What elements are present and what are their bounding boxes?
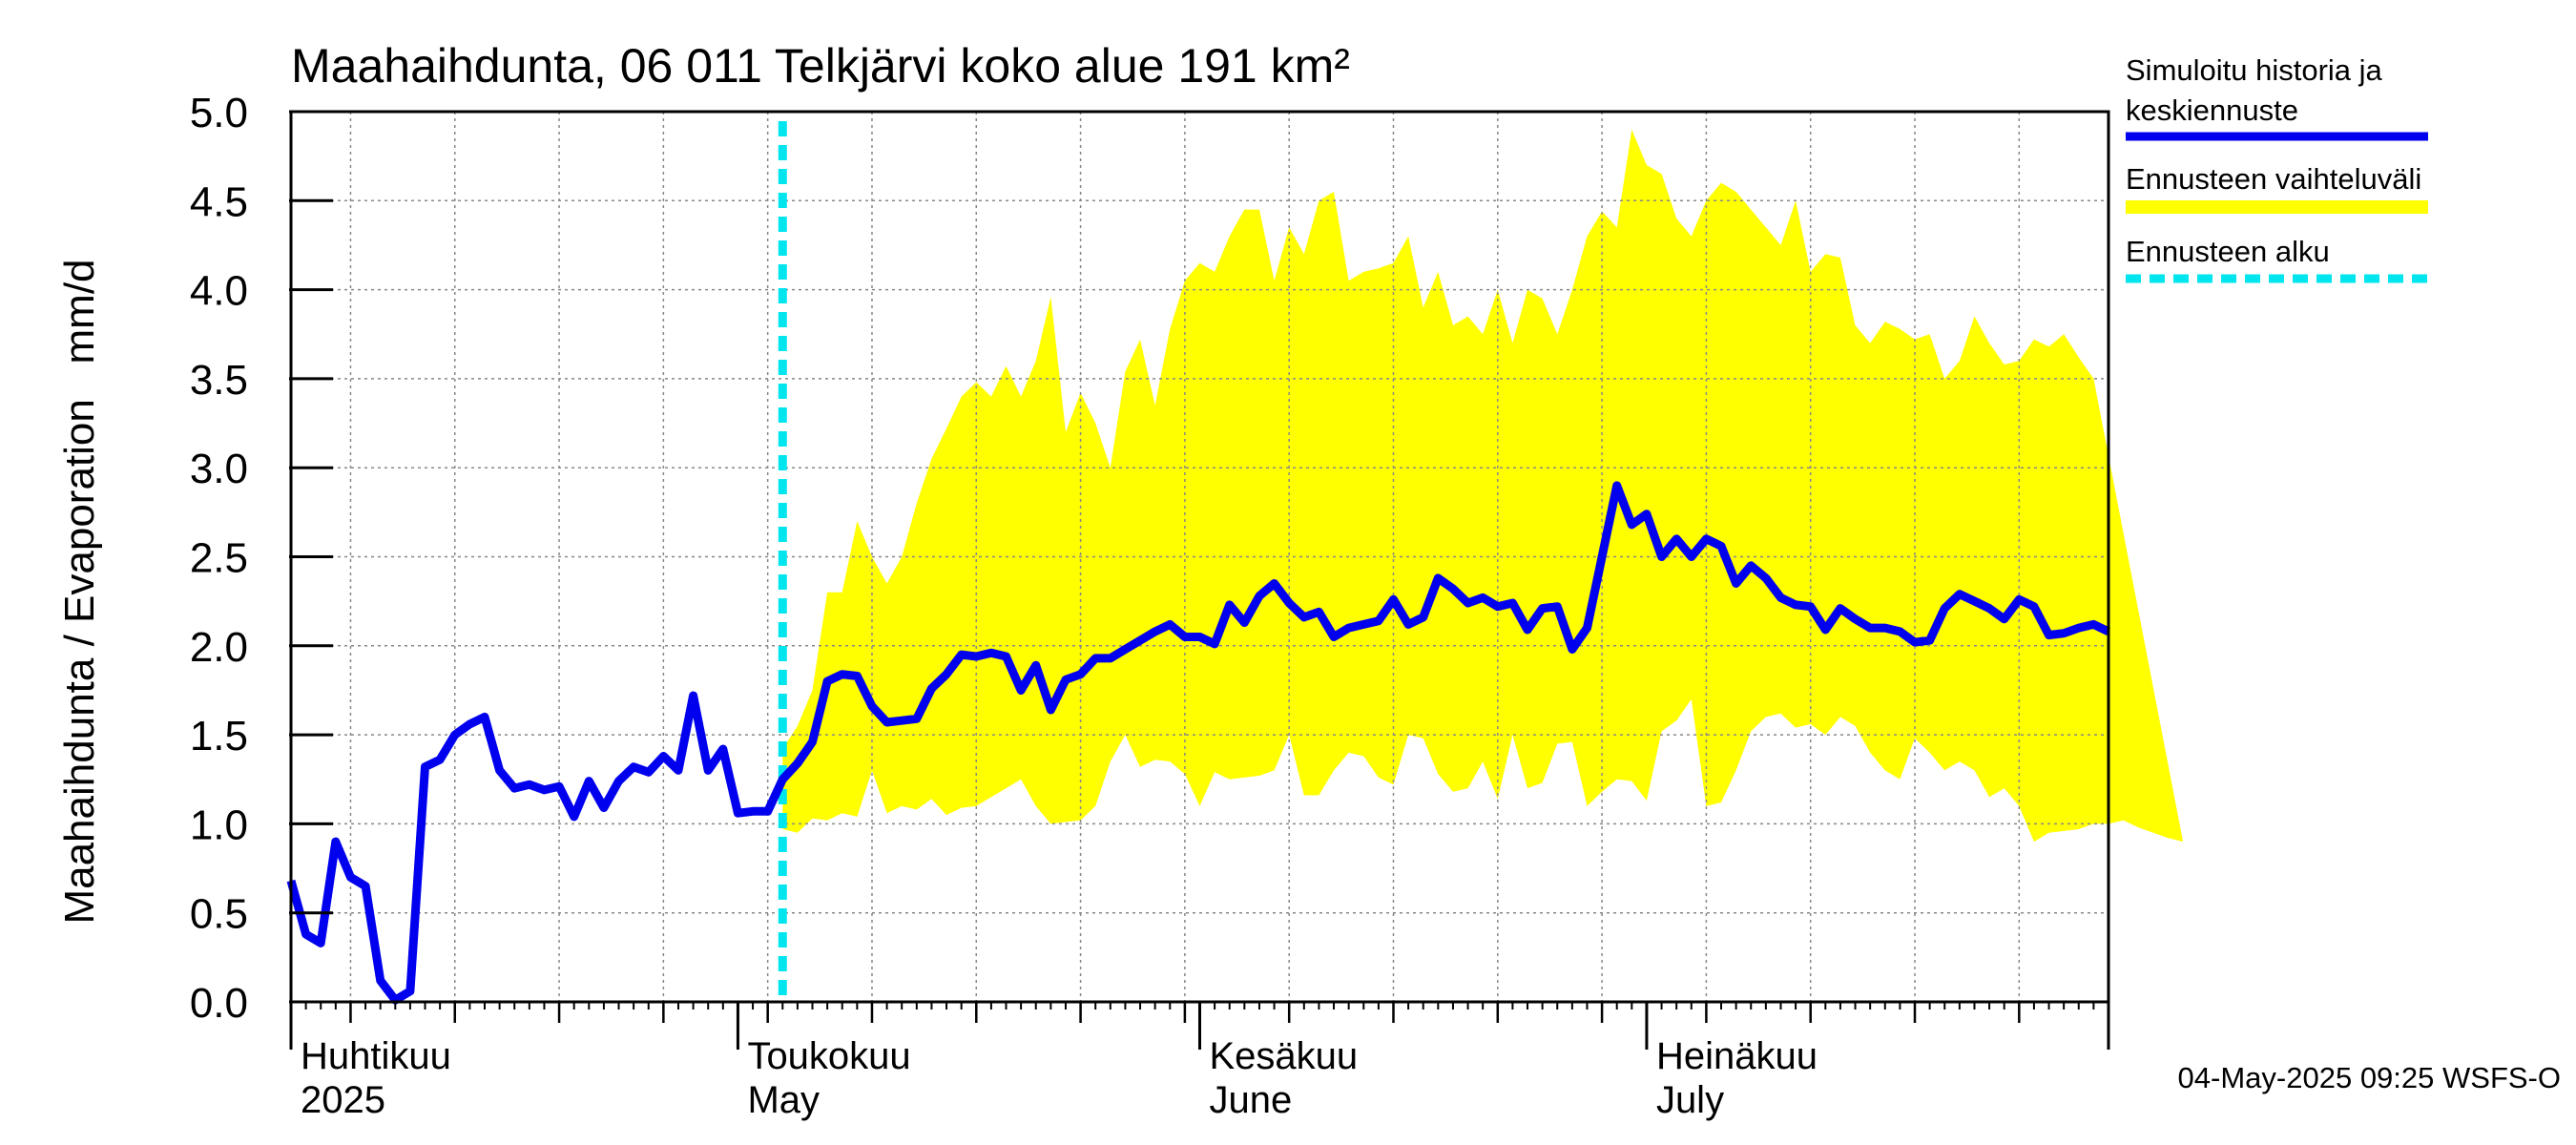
y-axis-label: Maahaihdunta / Evaporation mm/d: [56, 259, 103, 924]
simulated-series-line: [286, 481, 2110, 1005]
legend-start-label: Ennusteen alku: [2126, 235, 2330, 268]
forecast-range-area: [782, 129, 2184, 843]
y-tick-label: 0.5: [190, 891, 248, 938]
month-sublabel: June: [1210, 1079, 1293, 1121]
month-label: Toukokuu: [747, 1035, 910, 1077]
month-sublabel: July: [1656, 1079, 1724, 1121]
y-tick-label: 2.0: [190, 624, 248, 671]
y-tick-label: 4.0: [190, 268, 248, 315]
y-tick-label: 1.5: [190, 713, 248, 760]
y-axis: 0.0 0.5 1.0 1.5 2.0 2.5 3.0 3.5 4.0 4.5 5.0: [190, 90, 333, 1027]
y-tick-label: 5.0: [190, 90, 248, 136]
y-tick-label: 3.0: [190, 446, 248, 492]
y-tick-label: 0.0: [190, 980, 248, 1027]
month-sublabel: 2025: [301, 1079, 385, 1121]
simulated-series: [286, 481, 2110, 1005]
legend-range-label: Ennusteen vaihteluväli: [2126, 162, 2421, 196]
month-label: Kesäkuu: [1210, 1035, 1359, 1077]
y-tick-label: 1.0: [190, 802, 248, 848]
grid-lines: [291, 112, 2109, 1002]
month-label: Huhtikuu: [301, 1035, 451, 1077]
chart-title: Maahaihdunta, 06 011 Telkjärvi koko alue…: [291, 39, 1350, 93]
legend-sim-label-1: Simuloitu historia ja: [2126, 53, 2383, 87]
legend-sim-label-2: keskiennuste: [2126, 94, 2298, 127]
y-tick-label: 2.5: [190, 535, 248, 582]
month-sublabel: May: [747, 1079, 820, 1121]
forecast-range-band: [782, 129, 2184, 843]
legend: Simuloitu historia ja keskiennuste Ennus…: [2126, 53, 2428, 283]
y-tick-label: 4.5: [190, 178, 248, 225]
y-tick-label: 3.5: [190, 357, 248, 404]
month-label: Heinäkuu: [1656, 1035, 1818, 1077]
timestamp: 04-May-2025 09:25 WSFS-O: [2178, 1061, 2561, 1094]
